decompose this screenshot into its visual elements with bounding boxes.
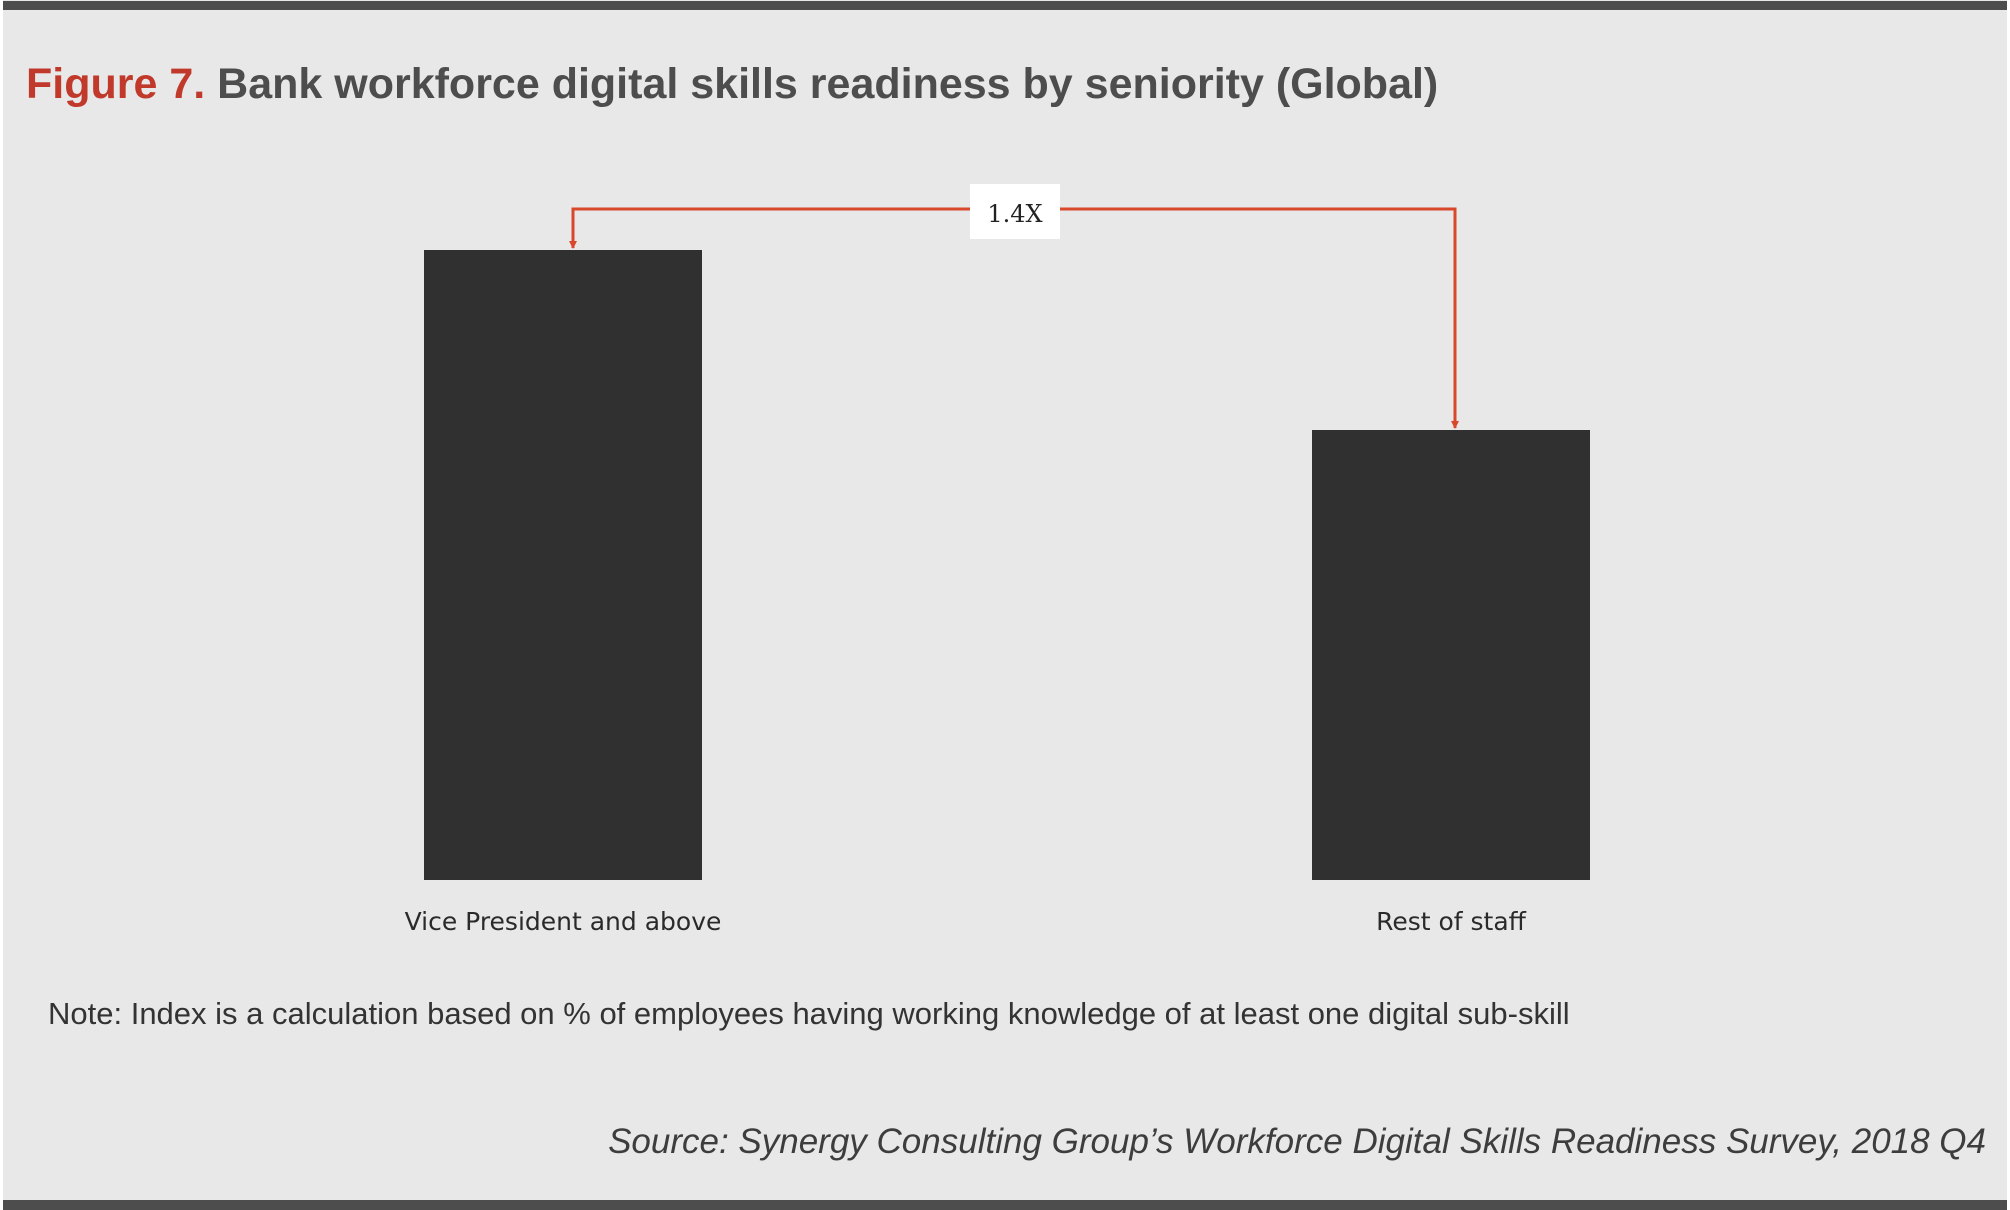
bar-rest-of-staff	[1312, 430, 1590, 880]
ratio-label: 1.4X	[987, 200, 1042, 228]
category-label-vice-president-and-above: Vice President and above	[405, 907, 722, 936]
ratio-bracket	[569, 207, 1459, 429]
top-rule	[3, 1, 2007, 10]
ratio-label-box	[970, 184, 1060, 239]
category-labels: Vice President and above Rest of staff	[405, 907, 1527, 936]
bottom-rule	[3, 1200, 2007, 1210]
figure-title: Figure 7. Bank workforce digital skills …	[26, 52, 1438, 116]
chart-note: Note: Index is a calculation based on % …	[48, 996, 1570, 1031]
figure-number: Figure 7.	[26, 60, 206, 108]
figure-title-text: Bank workforce digital skills readiness …	[217, 60, 1439, 108]
ratio-annotation: 1.4X	[569, 184, 1459, 429]
bar-vice-president-and-above	[424, 250, 702, 880]
bars-layer	[424, 250, 1590, 880]
bar-chart: Vice President and above Rest of staff 1.…	[405, 184, 1590, 936]
source-citation: Source: Synergy Consulting Group’s Workf…	[608, 1122, 1986, 1161]
category-label-rest-of-staff: Rest of staff	[1376, 907, 1527, 936]
